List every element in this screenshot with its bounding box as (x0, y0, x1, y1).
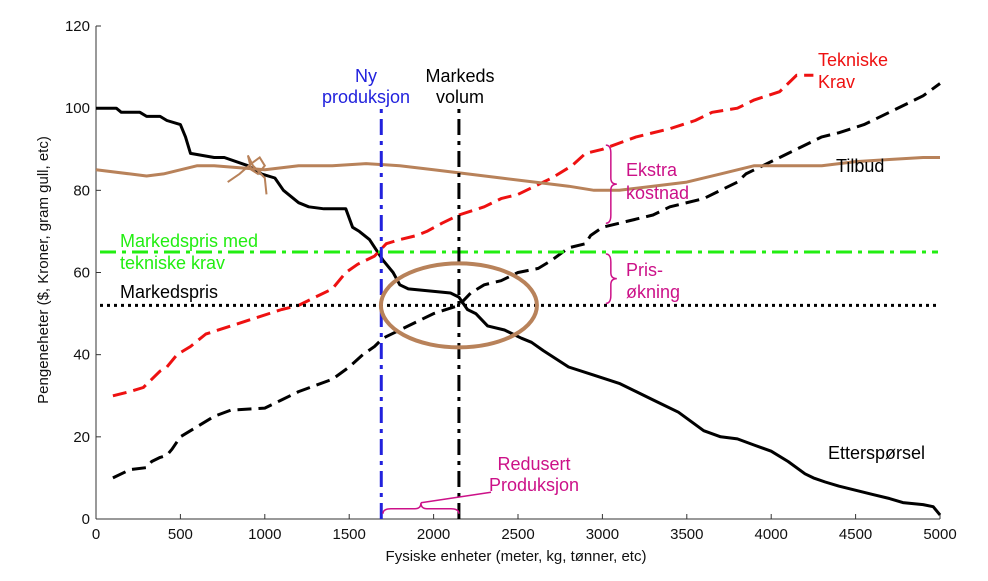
x-tick-label: 5000 (923, 526, 956, 543)
x-tick-label: 3000 (586, 526, 619, 543)
y-tick-label: 40 (73, 347, 90, 364)
brace-ekstra-kostnad (605, 144, 617, 224)
series-line-tech (112, 73, 814, 398)
annotation-ekstra-2: kostnad (626, 183, 689, 203)
x-tick-label: 0 (92, 526, 100, 543)
y-tick-label: 0 (82, 511, 90, 528)
series-line-tilbud_brown (95, 156, 940, 192)
y-tick-label: 20 (73, 429, 90, 446)
brace-pris-oekning (605, 253, 617, 305)
annotation-ekstra-1: Ekstra (626, 160, 678, 180)
series-layer (95, 73, 942, 516)
annotation-markedspris-tech-1: Markedspris med (120, 231, 258, 251)
equilibrium-ellipse (378, 261, 539, 350)
annotation-ny-2: produksjon (322, 87, 410, 107)
y-tick-label: 60 (73, 265, 90, 282)
annotation-tilbud: Tilbud (836, 156, 884, 176)
annotation-markedspris: Markedspris (120, 282, 218, 302)
x-axis-label: Fysiske enheter (meter, kg, tønner, etc) (386, 548, 647, 565)
y-axis-label: Pengeneheter ($, Kroner, gram gull, etc) (35, 136, 52, 404)
y-tick-label: 80 (73, 182, 90, 199)
x-tick-label: 4500 (839, 526, 872, 543)
annotation-redusert-1: Redusert (497, 454, 570, 474)
annotation-tekniske-krav-1: Tekniske (818, 50, 888, 70)
annotation-ny-1: Ny (355, 66, 377, 86)
y-tick-label: 120 (65, 18, 90, 35)
scribble-shape (227, 154, 268, 195)
annotation-markedspris-tech-2: tekniske krav (120, 253, 225, 273)
annotation-shapes (227, 144, 617, 514)
x-tick-label: 2500 (501, 526, 534, 543)
brace-pointer-line (420, 491, 492, 504)
annotation-pris-1: Pris- (626, 260, 663, 280)
annotation-etterspoersel: Etterspørsel (828, 443, 925, 463)
annotation-redusert-2: Produksjon (489, 475, 579, 495)
annotation-tekniske-krav-2: Krav (818, 72, 855, 92)
annotation-pris-2: økning (626, 282, 680, 302)
x-tick-label: 1000 (248, 526, 281, 543)
x-tick-label: 4000 (755, 526, 788, 543)
annotation-markeds-1: Markeds (425, 66, 494, 86)
x-tick-label: 2000 (417, 526, 450, 543)
x-tick-label: 500 (168, 526, 193, 543)
x-tick-label: 1500 (333, 526, 366, 543)
series-line-supply (112, 82, 941, 480)
brace-redusert-produksjon (382, 502, 460, 514)
annotation-markeds-2: volum (436, 87, 484, 107)
series-line-demand (96, 106, 942, 516)
x-tick-label: 3500 (670, 526, 703, 543)
y-tick-label: 100 (65, 100, 90, 117)
axes: 0 500 1000 1500 2000 2500 3000 3500 4000 4500 5000… (65, 18, 957, 543)
